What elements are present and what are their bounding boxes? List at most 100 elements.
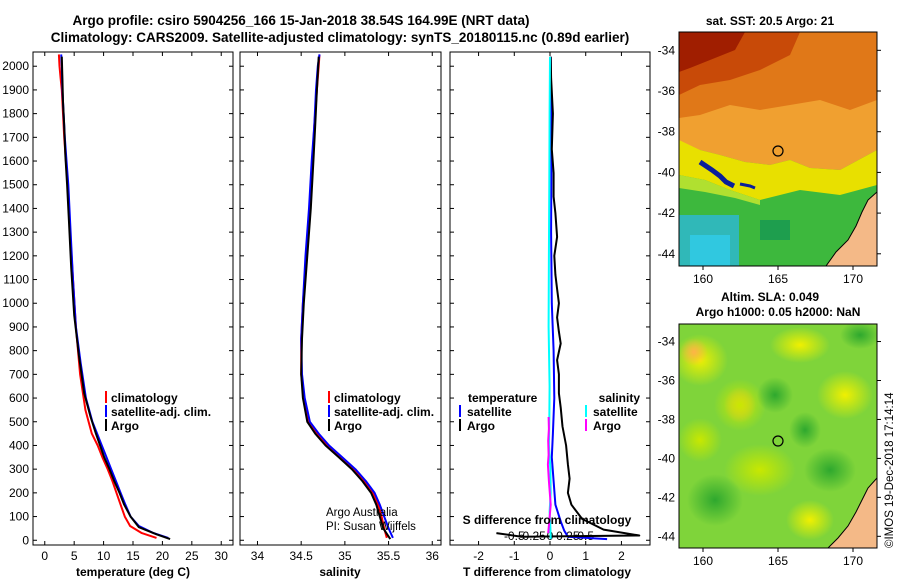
salinity-frame: [239, 51, 442, 546]
legend-s-argo-swatch: [585, 419, 587, 431]
difference-legend: temperature satellite Argo salinity sate…: [459, 391, 640, 433]
lon-tick-label: 165: [768, 554, 788, 568]
lat-tick-label: -44: [658, 247, 676, 261]
figure-title-line2: Climatology: CARS2009. Satellite-adjuste…: [51, 30, 629, 45]
lat-tick-label: -40: [658, 165, 676, 179]
sla-map-ticks: -34 -36 -38 -40 -42 -44 160 165 170: [658, 335, 881, 568]
depth-tick-label: 800: [9, 344, 29, 358]
depth-tick-label: 600: [9, 391, 29, 405]
salinity-xlabel: salinity: [319, 565, 361, 579]
lon-tick-label: 170: [843, 272, 863, 286]
difference-series: [496, 56, 641, 541]
legend-s-satellite-swatch: [585, 405, 587, 417]
lon-tick-label: 160: [693, 554, 713, 568]
legend-argo-label: Argo: [111, 419, 139, 433]
sst-map-ticks: -34 -36 -38 -40 -42 -44 160 165 170: [658, 43, 881, 286]
x-tick-label: 1: [582, 549, 589, 563]
sst-land: [826, 192, 877, 266]
x-tick-label: 34: [251, 549, 265, 563]
legend-t-argo-swatch: [459, 419, 461, 431]
salinity-legend: climatology satellite-adj. clim. Argo: [328, 391, 434, 433]
sla-map-title-line1: Altim. SLA: 0.049: [721, 290, 819, 304]
lat-tick-label: -40: [658, 451, 676, 465]
depth-tick-label: 1600: [2, 154, 29, 168]
lat-tick-label: -36: [658, 84, 676, 98]
temperature-series: [57, 54, 171, 541]
depth-tick-label: 1500: [2, 178, 29, 192]
lat-tick-label: -38: [658, 412, 676, 426]
credit-line2: PI: Susan Wijffels: [326, 521, 416, 533]
legend-satellite-label: satellite-adj. clim.: [111, 405, 211, 419]
series-temperature-satellite-line: [549, 56, 608, 541]
lat-tick-label: -44: [658, 529, 676, 543]
temperature-frame: [32, 51, 234, 546]
depth-tick-label: 1100: [3, 273, 29, 287]
sst-argo-location-marker: [772, 145, 784, 157]
temperature-xlabel: temperature (deg C): [76, 565, 190, 579]
legend-salinity-head: salinity: [599, 391, 641, 405]
salinity-panel: 34 34.5 35 35.5 36 salinity climatology sate…: [239, 51, 442, 579]
depth-tick-label: 1900: [2, 83, 29, 97]
legend-s-argo-label: Argo: [593, 419, 621, 433]
x-tick-label: 36: [426, 549, 440, 563]
depth-tick-label: 200: [9, 486, 29, 500]
depth-tick-label: 0: [22, 533, 29, 547]
depth-axis-labels: 0 100 200 300 400 500 600 700 800 900 1000 1100 1200…: [2, 59, 29, 547]
depth-tick-label: 1300: [2, 225, 29, 239]
depth-tick-label: 1200: [2, 249, 29, 263]
legend-satellite-label: satellite-adj. clim.: [334, 405, 434, 419]
legend-s-satellite-label: satellite: [593, 405, 638, 419]
legend-argo-swatch: [105, 419, 107, 431]
depth-tick-label: 300: [9, 462, 29, 476]
lat-tick-label: -34: [658, 335, 676, 349]
temperature-legend: climatology satellite-adj. clim. Argo: [105, 391, 211, 433]
legend-t-argo-label: Argo: [467, 419, 495, 433]
legend-argo-swatch: [328, 419, 330, 431]
legend-t-satellite-label: satellite: [467, 405, 512, 419]
x-tick-label: 35: [338, 549, 352, 563]
difference-top-xlabel: S difference from climatology: [463, 513, 632, 527]
sla-map-field: [679, 324, 877, 548]
legend-satellite-swatch: [328, 405, 330, 417]
series-temperature-argo-line: [496, 56, 641, 538]
series-argo-line: [60, 56, 171, 541]
temperature-ticks: 0 5 10 15 20 25 30: [33, 52, 233, 563]
legend-argo-label: Argo: [334, 419, 362, 433]
lat-tick-label: -36: [658, 373, 676, 387]
salinity-ticks: 34 34.5 35 35.5 36: [240, 52, 441, 563]
depth-tick-label: 1400: [2, 201, 29, 215]
temperature-panel: 0 5 10 15 20 25 30 temperature (deg C) climato…: [32, 51, 234, 579]
salinity-series: [300, 54, 394, 540]
x-tick-label: 30: [215, 549, 229, 563]
legend-climatology-swatch: [328, 391, 330, 403]
difference-xlabel: T difference from climatology: [463, 565, 631, 579]
lat-tick-label: -34: [658, 43, 676, 57]
legend-t-satellite-swatch: [459, 405, 461, 417]
series-salinity-argo-line: [546, 416, 552, 534]
lon-tick-label: 160: [693, 272, 713, 286]
legend-climatology-label: climatology: [334, 391, 401, 405]
x-tick-label: -1: [509, 549, 520, 563]
sst-map-field: [679, 32, 877, 266]
credit-line1: Argo Australia: [326, 507, 398, 519]
depth-tick-label: 1800: [2, 107, 29, 121]
sst-map: sat. SST: 20.5 Argo: 21 -34-36-38-40-42-…: [658, 14, 881, 286]
x-tick-label: 34.5: [289, 549, 313, 563]
lon-tick-label: 170: [843, 554, 863, 568]
sla-argo-location-marker: [772, 435, 784, 447]
depth-tick-label: 700: [9, 367, 29, 381]
difference-panel: -2 -1 0 1 2-0.5-0.25 0 0.250.5 S difference fr…: [449, 51, 651, 579]
x-tick-label: 0: [41, 549, 48, 563]
x-tick-label: -2: [473, 549, 484, 563]
x-tick-label: 5: [71, 549, 78, 563]
imos-stamp: ©IMOS 19-Dec-2018 17:14:14: [884, 392, 896, 548]
legend-satellite-swatch: [105, 405, 107, 417]
depth-tick-label: 100: [9, 510, 29, 524]
sla-map-title-line2: Argo h1000: 0.05 h2000: NaN: [696, 305, 861, 319]
series-argo-line: [300, 56, 392, 540]
depth-tick-label: 1000: [2, 296, 29, 310]
figure-title-line1: Argo profile: csiro 5904256_166 15-Jan-2…: [73, 13, 530, 28]
depth-tick-label: 400: [9, 438, 29, 452]
x-tick-label: 35.5: [377, 549, 401, 563]
